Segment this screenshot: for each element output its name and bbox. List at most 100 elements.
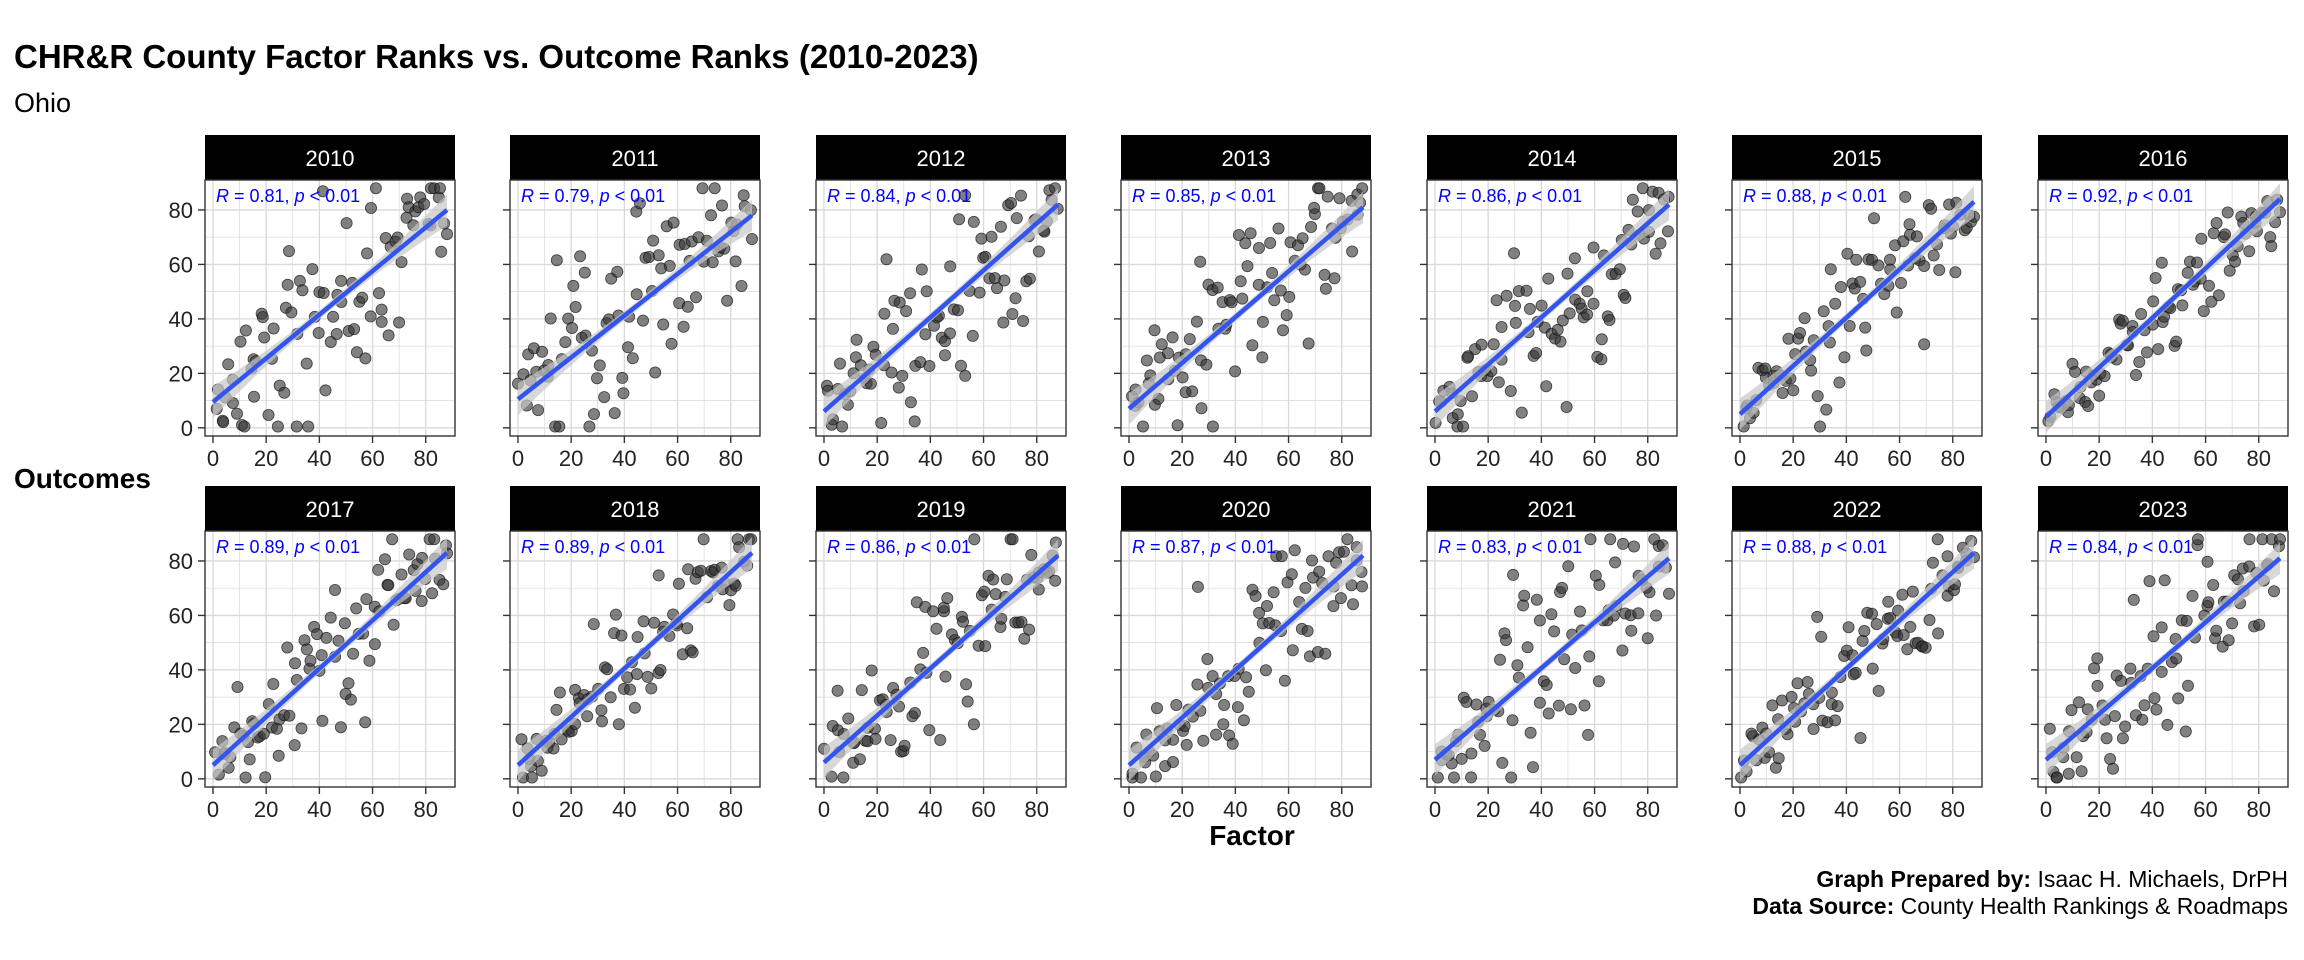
data-point [283, 709, 296, 722]
data-point [716, 199, 729, 212]
data-point [1313, 565, 1326, 578]
data-point [1337, 545, 1350, 558]
data-point [617, 387, 630, 400]
regression-line [822, 553, 1060, 765]
data-point [1650, 609, 1663, 622]
data-point [2202, 596, 2215, 609]
data-point [1872, 259, 1885, 272]
data-point [1860, 344, 1873, 357]
data-point [2170, 335, 2183, 348]
data-point [256, 311, 269, 324]
data-point [375, 303, 388, 316]
x-tick-label: 0 [512, 446, 524, 471]
data-point [1231, 701, 1244, 714]
data-point [1305, 220, 1318, 233]
data-point [1817, 305, 1830, 318]
data-point [1868, 212, 1881, 225]
data-point [1308, 201, 1321, 214]
data-point [300, 643, 313, 656]
facet-strip [1427, 135, 1677, 180]
x-tick-label: 20 [2087, 446, 2111, 471]
data-point [2138, 699, 2151, 712]
data-point [382, 329, 395, 342]
data-point [536, 345, 549, 358]
data-point [1617, 537, 1630, 550]
data-point [886, 322, 899, 335]
facet-strip-label: 2020 [1222, 497, 1271, 522]
data-point [1540, 679, 1553, 692]
y-tick-label: 0 [181, 767, 193, 792]
data-point [1286, 644, 1299, 657]
data-point [1932, 627, 1945, 640]
data-point [2124, 662, 2137, 675]
data-point [364, 201, 377, 214]
data-point [1200, 358, 1213, 371]
data-point [927, 605, 940, 618]
data-point [973, 286, 986, 299]
data-point [1811, 390, 1824, 403]
data-point [2140, 346, 2153, 359]
scatter-points [515, 533, 758, 784]
data-point [959, 369, 972, 382]
x-tick-label: 60 [2193, 446, 2217, 471]
data-point [1540, 380, 1553, 393]
data-point [1609, 556, 1622, 569]
data-point [1285, 568, 1298, 581]
data-point [1506, 714, 1519, 727]
x-tick-label: 80 [414, 446, 438, 471]
data-point [615, 629, 628, 642]
x-tick-label: 60 [665, 446, 689, 471]
data-point [959, 189, 972, 202]
x-tick-label: 20 [1476, 446, 1500, 471]
x-tick-label: 40 [612, 446, 636, 471]
data-point [2155, 621, 2168, 634]
data-point [1918, 259, 1931, 272]
data-point [1264, 236, 1277, 249]
data-point [596, 715, 609, 728]
data-point [375, 315, 388, 328]
data-point [1551, 323, 1564, 336]
data-point [2147, 630, 2160, 643]
facet-strip-label: 2023 [2139, 497, 2188, 522]
data-point [1246, 339, 1259, 352]
data-point [428, 533, 441, 546]
data-point [1901, 643, 1914, 656]
data-point [1240, 671, 1253, 684]
data-point [2043, 722, 2056, 735]
data-point [1457, 420, 1470, 433]
data-point [1581, 285, 1594, 298]
data-point [1923, 614, 1936, 627]
data-point [2212, 289, 2225, 302]
data-point [1025, 548, 1038, 561]
y-tick-label: 20 [169, 712, 193, 737]
facet-panel-2013: 2013 R = 0.85, p < 0.01 0 20 40 60 80 [1114, 135, 1372, 471]
data-point [1451, 408, 1464, 421]
data-point [2155, 665, 2168, 678]
data-point [1568, 252, 1581, 265]
correlation-annotation: R = 0.84, p < 0.01 [2049, 537, 2193, 557]
data-point [2133, 355, 2146, 368]
data-point [919, 328, 932, 341]
data-point [681, 622, 694, 635]
data-point [1870, 618, 1883, 631]
data-point [1191, 678, 1204, 691]
x-tick-label: 20 [1781, 797, 1805, 822]
data-point [1834, 280, 1847, 293]
data-point [1831, 700, 1844, 713]
scatter-points [820, 182, 1064, 433]
data-point [382, 579, 395, 592]
data-point [893, 296, 906, 309]
data-point [1842, 621, 1855, 634]
data-point [231, 681, 244, 694]
data-point [697, 533, 710, 546]
data-point [1561, 267, 1574, 280]
correlation-annotation: R = 0.79, p < 0.01 [521, 186, 665, 206]
panel-border [204, 530, 456, 788]
data-point [705, 209, 718, 222]
x-tick-label: 20 [2087, 797, 2111, 822]
y-tick-label: 60 [169, 603, 193, 628]
data-point [1829, 714, 1842, 727]
panel-border [2037, 530, 2289, 788]
facet-strip-label: 2015 [1833, 146, 1882, 171]
data-point [1890, 306, 1903, 319]
